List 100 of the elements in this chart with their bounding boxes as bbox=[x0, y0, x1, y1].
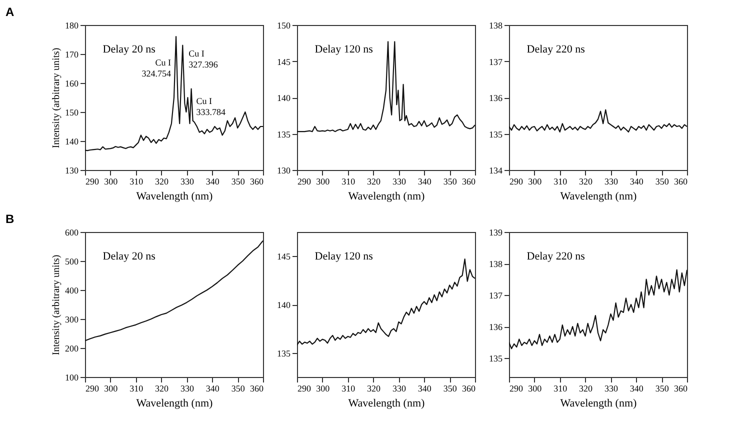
x-tick-label: 330 bbox=[180, 384, 194, 394]
x-tick-label: 310 bbox=[130, 176, 144, 186]
y-tick-label: 135 bbox=[489, 129, 503, 140]
x-tick-label: 340 bbox=[418, 176, 432, 186]
x-axis-title: Wavelength (nm) bbox=[560, 398, 638, 410]
x-tick-label: 340 bbox=[206, 384, 220, 394]
x-tick-label: 300 bbox=[316, 176, 330, 186]
x-tick-label: 340 bbox=[630, 384, 644, 394]
x-tick-label: 310 bbox=[554, 384, 568, 394]
y-tick-label: 130 bbox=[65, 166, 79, 176]
annotation: Delay 220 ns bbox=[526, 44, 585, 56]
y-tick-label: 138 bbox=[489, 20, 503, 30]
y-tick-label: 134 bbox=[489, 166, 503, 176]
y-tick-label: 300 bbox=[65, 314, 79, 324]
annotation: Delay 120 ns bbox=[314, 44, 373, 56]
x-tick-label: 350 bbox=[655, 384, 670, 394]
y-tick-label: 130 bbox=[277, 166, 291, 176]
x-tick-label: 310 bbox=[554, 176, 568, 186]
x-tick-label: 360 bbox=[462, 176, 476, 186]
y-tick-label: 135 bbox=[277, 129, 291, 140]
y-tick-label: 137 bbox=[489, 290, 503, 301]
x-tick-label: 340 bbox=[206, 176, 220, 186]
x-tick-label: 290 bbox=[298, 176, 312, 186]
x-tick-label: 330 bbox=[392, 384, 406, 394]
y-tick-label: 170 bbox=[65, 50, 79, 60]
y-tick-label: 140 bbox=[65, 136, 79, 146]
line-series bbox=[509, 109, 687, 132]
x-tick-label: 320 bbox=[367, 176, 382, 186]
x-tick-label: 340 bbox=[418, 384, 432, 394]
x-axis-title: Wavelength (nm) bbox=[348, 190, 426, 202]
x-tick-label: 350 bbox=[231, 384, 246, 394]
y-tick-label: 500 bbox=[65, 256, 79, 266]
x-tick-label: 310 bbox=[342, 176, 356, 186]
y-axis-title: Intensity (arbitrary units) bbox=[51, 254, 62, 356]
y-tick-label: 136 bbox=[489, 93, 503, 103]
x-tick-label: 360 bbox=[674, 384, 688, 394]
y-tick-label: 136 bbox=[489, 322, 503, 332]
chart-title: A bbox=[6, 5, 14, 19]
x-tick-label: 330 bbox=[180, 176, 194, 186]
x-axis-title: Wavelength (nm) bbox=[348, 398, 426, 410]
x-tick-label: 360 bbox=[462, 384, 476, 394]
x-tick-label: 300 bbox=[528, 384, 542, 394]
x-tick-label: 360 bbox=[674, 176, 688, 186]
annotation: Delay 120 ns bbox=[314, 250, 373, 263]
annotation: Cu I 324.754 bbox=[142, 58, 172, 79]
x-tick-label: 300 bbox=[316, 384, 330, 394]
x-tick-label: 300 bbox=[104, 176, 118, 186]
annotation: Delay 20 ns bbox=[102, 44, 156, 56]
y-tick-label: 140 bbox=[277, 300, 291, 310]
x-tick-label: 330 bbox=[604, 176, 618, 186]
chart-title: B bbox=[6, 212, 14, 226]
x-tick-label: 320 bbox=[579, 384, 594, 394]
x-axis-title: Wavelength (nm) bbox=[136, 190, 214, 202]
x-tick-label: 320 bbox=[367, 384, 382, 394]
y-tick-label: 400 bbox=[65, 286, 79, 296]
line-series bbox=[509, 269, 687, 350]
x-tick-label: 340 bbox=[630, 176, 644, 186]
line-series bbox=[85, 36, 263, 152]
x-tick-label: 350 bbox=[443, 176, 458, 186]
y-tick-label: 138 bbox=[489, 259, 503, 270]
annotation: Cu I 327.396 bbox=[188, 48, 218, 70]
x-tick-label: 350 bbox=[443, 384, 458, 394]
x-tick-label: 320 bbox=[579, 176, 594, 186]
x-tick-label: 290 bbox=[510, 384, 524, 394]
x-tick-label: 290 bbox=[510, 176, 524, 186]
y-tick-label: 145 bbox=[277, 252, 291, 262]
y-tick-label: 200 bbox=[65, 344, 79, 354]
y-tick-label: 150 bbox=[277, 20, 291, 30]
annotation: Delay 220 ns bbox=[526, 250, 585, 263]
x-tick-label: 320 bbox=[155, 384, 170, 394]
y-tick-label: 135 bbox=[277, 348, 291, 358]
line-series bbox=[85, 240, 263, 342]
x-tick-label: 290 bbox=[298, 384, 312, 394]
line-series bbox=[297, 41, 475, 132]
x-tick-label: 310 bbox=[342, 384, 356, 394]
y-tick-label: 150 bbox=[65, 108, 79, 118]
x-axis-title: Wavelength (nm) bbox=[136, 398, 214, 410]
x-tick-label: 290 bbox=[86, 384, 100, 394]
annotation: Delay 20 ns bbox=[102, 250, 156, 263]
x-tick-label: 360 bbox=[250, 384, 264, 394]
x-tick-label: 310 bbox=[130, 384, 144, 394]
y-tick-label: 600 bbox=[65, 228, 79, 238]
y-tick-label: 137 bbox=[489, 56, 503, 67]
y-tick-label: 160 bbox=[65, 78, 79, 88]
y-axis-title: Intensity (arbitrary units) bbox=[51, 48, 62, 148]
y-tick-label: 145 bbox=[277, 56, 291, 67]
y-tick-label: 135 bbox=[489, 354, 503, 364]
x-tick-label: 350 bbox=[231, 176, 246, 186]
x-tick-label: 360 bbox=[250, 176, 264, 186]
y-tick-label: 180 bbox=[65, 20, 79, 30]
x-tick-label: 300 bbox=[528, 176, 542, 186]
y-tick-label: 140 bbox=[277, 93, 291, 103]
x-axis-title: Wavelength (nm) bbox=[560, 190, 638, 202]
annotation: Cu I 333.784 bbox=[196, 96, 226, 117]
x-tick-label: 350 bbox=[655, 176, 670, 186]
y-tick-label: 100 bbox=[65, 372, 79, 382]
x-tick-label: 330 bbox=[392, 176, 406, 186]
x-tick-label: 290 bbox=[86, 176, 100, 186]
x-tick-label: 300 bbox=[104, 384, 118, 394]
y-tick-label: 139 bbox=[489, 228, 503, 238]
